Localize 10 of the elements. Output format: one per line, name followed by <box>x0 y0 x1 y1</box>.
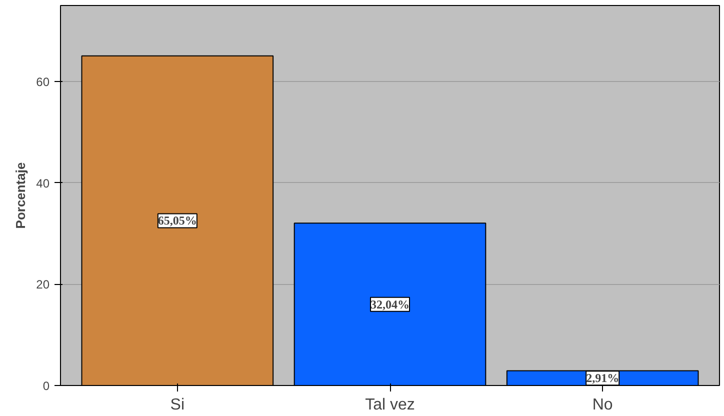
y-tick-label: 60 <box>36 75 50 89</box>
y-tick-label: 40 <box>36 176 50 190</box>
data-label: 2,91% <box>586 371 620 386</box>
x-tick-label: Tal vez <box>365 396 415 414</box>
y-axis-title: Porcentaje <box>13 162 28 229</box>
data-label: 32,04% <box>370 297 410 312</box>
x-tick-label: No <box>592 396 613 414</box>
x-tick-label: Si <box>170 396 185 414</box>
y-tick-label: 0 <box>42 379 50 393</box>
y-tick-label: 20 <box>36 278 50 292</box>
